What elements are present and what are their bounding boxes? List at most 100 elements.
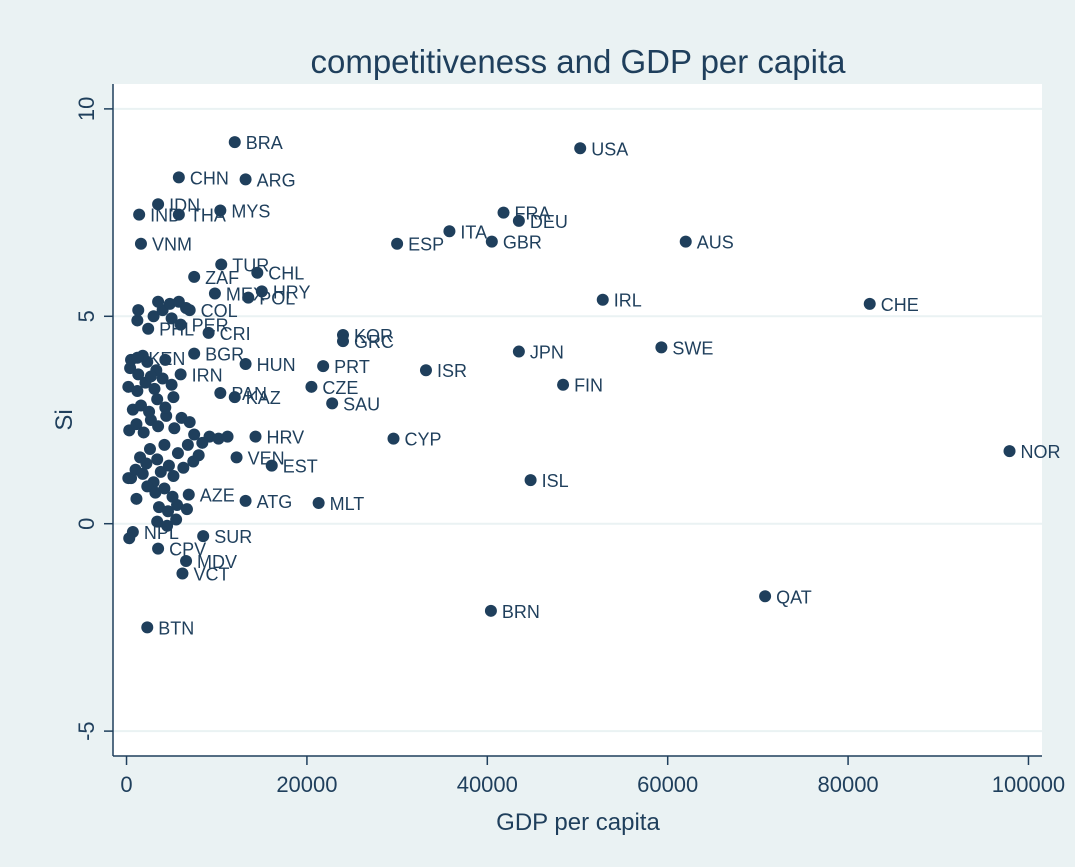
data-point — [161, 519, 174, 532]
data-point — [141, 621, 154, 634]
data-point — [152, 295, 165, 308]
tick-labels: 0 20000 40000 60000 80000 100000 -5 0 5 10 — [74, 97, 1065, 797]
data-point — [167, 391, 180, 404]
data-point — [183, 304, 196, 317]
point-label: PAN — [231, 384, 267, 404]
data-point — [152, 542, 165, 555]
data-point — [863, 297, 876, 310]
point-label: GRC — [354, 332, 394, 352]
point-label: VNM — [152, 235, 192, 255]
x-tick-label: 20000 — [276, 772, 337, 797]
data-point — [158, 482, 171, 495]
point-label: HUN — [257, 355, 296, 375]
data-point — [182, 488, 195, 501]
data-point — [165, 312, 178, 325]
data-point — [123, 532, 136, 545]
point-label: IDN — [169, 195, 200, 215]
data-point — [228, 136, 241, 149]
point-label: JPN — [530, 343, 564, 363]
data-point — [151, 453, 164, 466]
data-point — [131, 314, 144, 327]
point-label: HRY — [273, 282, 311, 302]
point-label: AUS — [697, 233, 734, 253]
data-point — [133, 208, 146, 221]
data-point — [170, 513, 183, 526]
data-point — [239, 358, 252, 370]
data-point — [176, 567, 189, 580]
point-label: IRL — [614, 291, 642, 311]
x-axis-title: GDP per capita — [496, 809, 660, 836]
data-point — [208, 287, 221, 300]
data-point — [655, 341, 668, 354]
data-point — [143, 405, 156, 418]
point-label: CZE — [322, 378, 358, 398]
point-label: ATG — [257, 492, 293, 512]
x-tick-label: 40000 — [457, 772, 518, 797]
data-point — [174, 368, 187, 381]
data-points — [122, 136, 1016, 634]
point-label: ESP — [408, 235, 444, 255]
data-point — [512, 345, 525, 358]
y-tick-label: 5 — [74, 310, 99, 322]
data-point — [141, 480, 154, 493]
data-point — [596, 293, 609, 306]
data-point — [212, 432, 225, 445]
chart-title: competitiveness and GDP per capita — [310, 43, 846, 80]
x-tick-label: 0 — [120, 772, 132, 797]
y-tick-label: -5 — [74, 721, 99, 741]
data-point — [167, 470, 180, 482]
data-point — [130, 492, 143, 505]
data-point — [134, 399, 147, 412]
point-label: DEU — [530, 212, 568, 232]
data-point — [156, 372, 169, 385]
data-point — [1003, 445, 1016, 458]
data-point — [239, 173, 252, 186]
data-point — [214, 204, 227, 217]
x-tick-label: 80000 — [817, 772, 878, 797]
point-label: ZAF — [205, 268, 239, 288]
point-label: BRA — [246, 133, 283, 153]
data-point — [171, 447, 184, 460]
data-point — [574, 142, 587, 155]
data-point — [147, 310, 160, 323]
data-point — [485, 235, 498, 248]
data-point — [163, 297, 176, 310]
data-point — [188, 428, 201, 441]
y-tick-label: 0 — [74, 518, 99, 530]
data-point — [512, 214, 525, 227]
point-label: KAZ — [246, 388, 281, 408]
point-label: ARG — [257, 170, 296, 190]
data-point — [148, 382, 161, 395]
data-point — [221, 430, 234, 443]
data-point — [497, 206, 510, 219]
data-point — [419, 364, 432, 377]
point-label: VEN — [248, 448, 285, 468]
data-point — [168, 422, 181, 435]
data-point — [152, 420, 165, 433]
point-label: IND — [150, 206, 181, 226]
data-point — [131, 351, 144, 364]
point-label: KOR — [354, 326, 393, 346]
point-label: KEN — [148, 349, 185, 369]
data-point — [159, 353, 172, 366]
point-label: MDV — [197, 552, 237, 572]
data-point — [144, 370, 157, 383]
data-point — [202, 326, 215, 339]
data-point — [151, 393, 164, 406]
point-label: ITA — [460, 222, 487, 242]
data-point — [312, 496, 325, 509]
data-point — [679, 235, 692, 248]
point-label: CHN — [190, 168, 229, 188]
data-point — [239, 494, 252, 507]
data-point — [171, 499, 184, 512]
axes — [104, 84, 1042, 765]
point-label: PER — [192, 316, 229, 336]
data-point — [136, 467, 149, 480]
data-point — [140, 457, 153, 470]
data-point — [336, 335, 349, 348]
data-point — [151, 515, 164, 528]
point-label: BRN — [502, 602, 540, 622]
point-label: BGR — [205, 345, 244, 365]
point-label: CHL — [268, 264, 304, 284]
point-label: FRA — [515, 204, 551, 224]
